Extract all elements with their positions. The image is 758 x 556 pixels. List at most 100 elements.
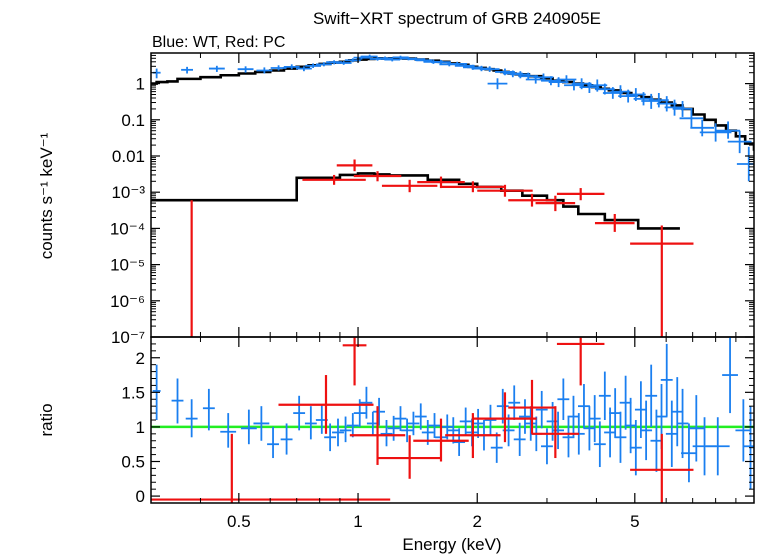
spectrum-pc-point xyxy=(190,200,193,337)
spectrum-wt-point xyxy=(296,66,312,72)
spectrum-wt-point xyxy=(641,93,662,109)
ratio-wt-point xyxy=(614,411,627,463)
spectrum-wt-point xyxy=(556,75,577,84)
spectrum-pc-point xyxy=(441,181,505,193)
spectrum-ytick-label: 10⁻⁷ xyxy=(111,328,145,347)
ratio-panel: 0 0.5 1 1.5 2 ratio xyxy=(37,336,755,506)
ratio-wt-point xyxy=(562,417,575,458)
ratio-pc-point xyxy=(556,337,605,386)
ratio-wt-point xyxy=(660,343,673,417)
ratio-wt-point xyxy=(513,422,526,456)
ratio-wt-point xyxy=(387,415,400,441)
ratio-wt-point xyxy=(578,384,590,429)
ratio-wt-point xyxy=(567,395,580,438)
ratio-wt-point xyxy=(619,375,632,430)
ratio-wt-point xyxy=(671,377,684,447)
ratio-wt-point xyxy=(624,397,637,454)
spectrum-wt-point xyxy=(602,87,623,99)
spectrum-ytick-label: 0.01 xyxy=(112,147,145,166)
spectrum-ytick-label: 0.1 xyxy=(121,111,145,130)
spectrum-wt-point xyxy=(648,92,669,108)
spectrum-pc-point xyxy=(556,188,605,201)
ratio-wt-point xyxy=(360,386,373,419)
spectrum-wt-point xyxy=(361,54,378,59)
spectrum-wt-point xyxy=(699,123,732,142)
spectrum-ytick-label: 1 xyxy=(136,75,145,94)
ratio-wt-point xyxy=(171,378,184,424)
spectrum-pc-point xyxy=(381,179,438,193)
ratio-wt-point xyxy=(583,406,596,451)
ratio-ytick-label: 1.5 xyxy=(121,383,145,402)
ratio-wt-point xyxy=(629,420,642,476)
ratio-wt-point xyxy=(472,408,485,438)
ratio-wt-point xyxy=(459,407,472,436)
ratio-pc-point xyxy=(349,406,406,465)
ratio-wt-point xyxy=(722,337,738,414)
ratio-wt-point xyxy=(604,407,617,458)
ratio-wt-point xyxy=(665,400,678,468)
spectrum-wt-point xyxy=(152,68,161,79)
ratio-ytick-label: 0 xyxy=(136,487,145,506)
ratio-pc-point xyxy=(342,337,367,386)
spectrum-wt-point xyxy=(541,76,561,86)
x-axis-label: Energy (keV) xyxy=(402,535,501,554)
ratio-pc-point xyxy=(377,435,442,479)
spectrum-pc-point xyxy=(630,225,694,337)
spectrum-wt-point xyxy=(487,78,508,90)
ratio-wt-point xyxy=(453,428,466,456)
spectrum-pc-point xyxy=(594,213,635,232)
spectrum-wt-point xyxy=(579,82,600,93)
ratio-wt-point xyxy=(484,404,497,436)
spectrum-wt-point xyxy=(672,101,693,117)
ratio-ytick-label: 0.5 xyxy=(121,453,145,472)
ratio-pc-point xyxy=(413,418,469,462)
spectrum-wt-point xyxy=(690,119,715,137)
ratio-pc-point xyxy=(151,433,391,503)
ratio-wt-point xyxy=(552,411,564,450)
ratio-wt-point xyxy=(640,400,653,461)
ratio-wt-point xyxy=(557,378,570,420)
ratio-wt-point xyxy=(267,426,279,459)
x-tick-label: 1 xyxy=(353,512,362,531)
ratio-pc-point xyxy=(445,413,501,459)
ratio-pc-point xyxy=(630,433,694,503)
spectrum-wt-point xyxy=(237,66,254,73)
chart-title: Swift−XRT spectrum of GRB 240905E xyxy=(313,9,601,28)
ratio-wt-point xyxy=(428,413,441,438)
ratio-wt-point xyxy=(407,411,420,436)
ratio-ylabel: ratio xyxy=(37,403,56,436)
spectrum-wt-point xyxy=(283,64,300,70)
ratio-wt-point xyxy=(240,409,257,445)
spectrum-pc-point xyxy=(302,174,366,185)
spectrum-wt-point xyxy=(305,63,322,68)
ratio-pc-point xyxy=(473,392,537,443)
spectrum-panel-frame xyxy=(150,52,755,338)
spectrum-wt-point xyxy=(270,65,287,71)
spectrum-pc-point xyxy=(353,171,402,182)
ratio-wt-point xyxy=(324,423,337,452)
ratio-wt-point xyxy=(304,406,317,440)
spectrum-wt-point xyxy=(479,66,500,72)
model-curve-pc xyxy=(151,172,680,230)
spectrum-wt-point xyxy=(510,71,531,79)
chart-subtitle: Blue: WT, Red: PC xyxy=(152,34,285,51)
ratio-wt-point xyxy=(394,406,407,432)
ratio-wt-point xyxy=(447,417,460,444)
ratio-wt-point xyxy=(535,390,548,429)
ratio-wt-point xyxy=(681,423,697,483)
spectrum-ytick-label: 10⁻⁵ xyxy=(110,256,145,275)
ratio-wt-point xyxy=(588,395,601,443)
spectrum-wt-point xyxy=(716,121,740,139)
spectrum-wt-point xyxy=(679,108,704,128)
spectrum-ytick-label: 10⁻⁶ xyxy=(110,292,145,311)
ratio-ytick-label: 2 xyxy=(136,349,145,368)
spectrum-ytick-label: 10⁻³ xyxy=(111,183,145,202)
ratio-wt-point xyxy=(293,395,306,431)
x-tick-label: 2 xyxy=(473,512,482,531)
ratio-pc-point xyxy=(508,379,556,434)
ratio-wt-point xyxy=(414,403,427,430)
spectrum-wt-point xyxy=(618,89,639,103)
ratio-wt-point xyxy=(373,397,385,426)
ratio-wt-point xyxy=(735,399,752,462)
ratio-ytick-label: 1 xyxy=(136,418,145,437)
